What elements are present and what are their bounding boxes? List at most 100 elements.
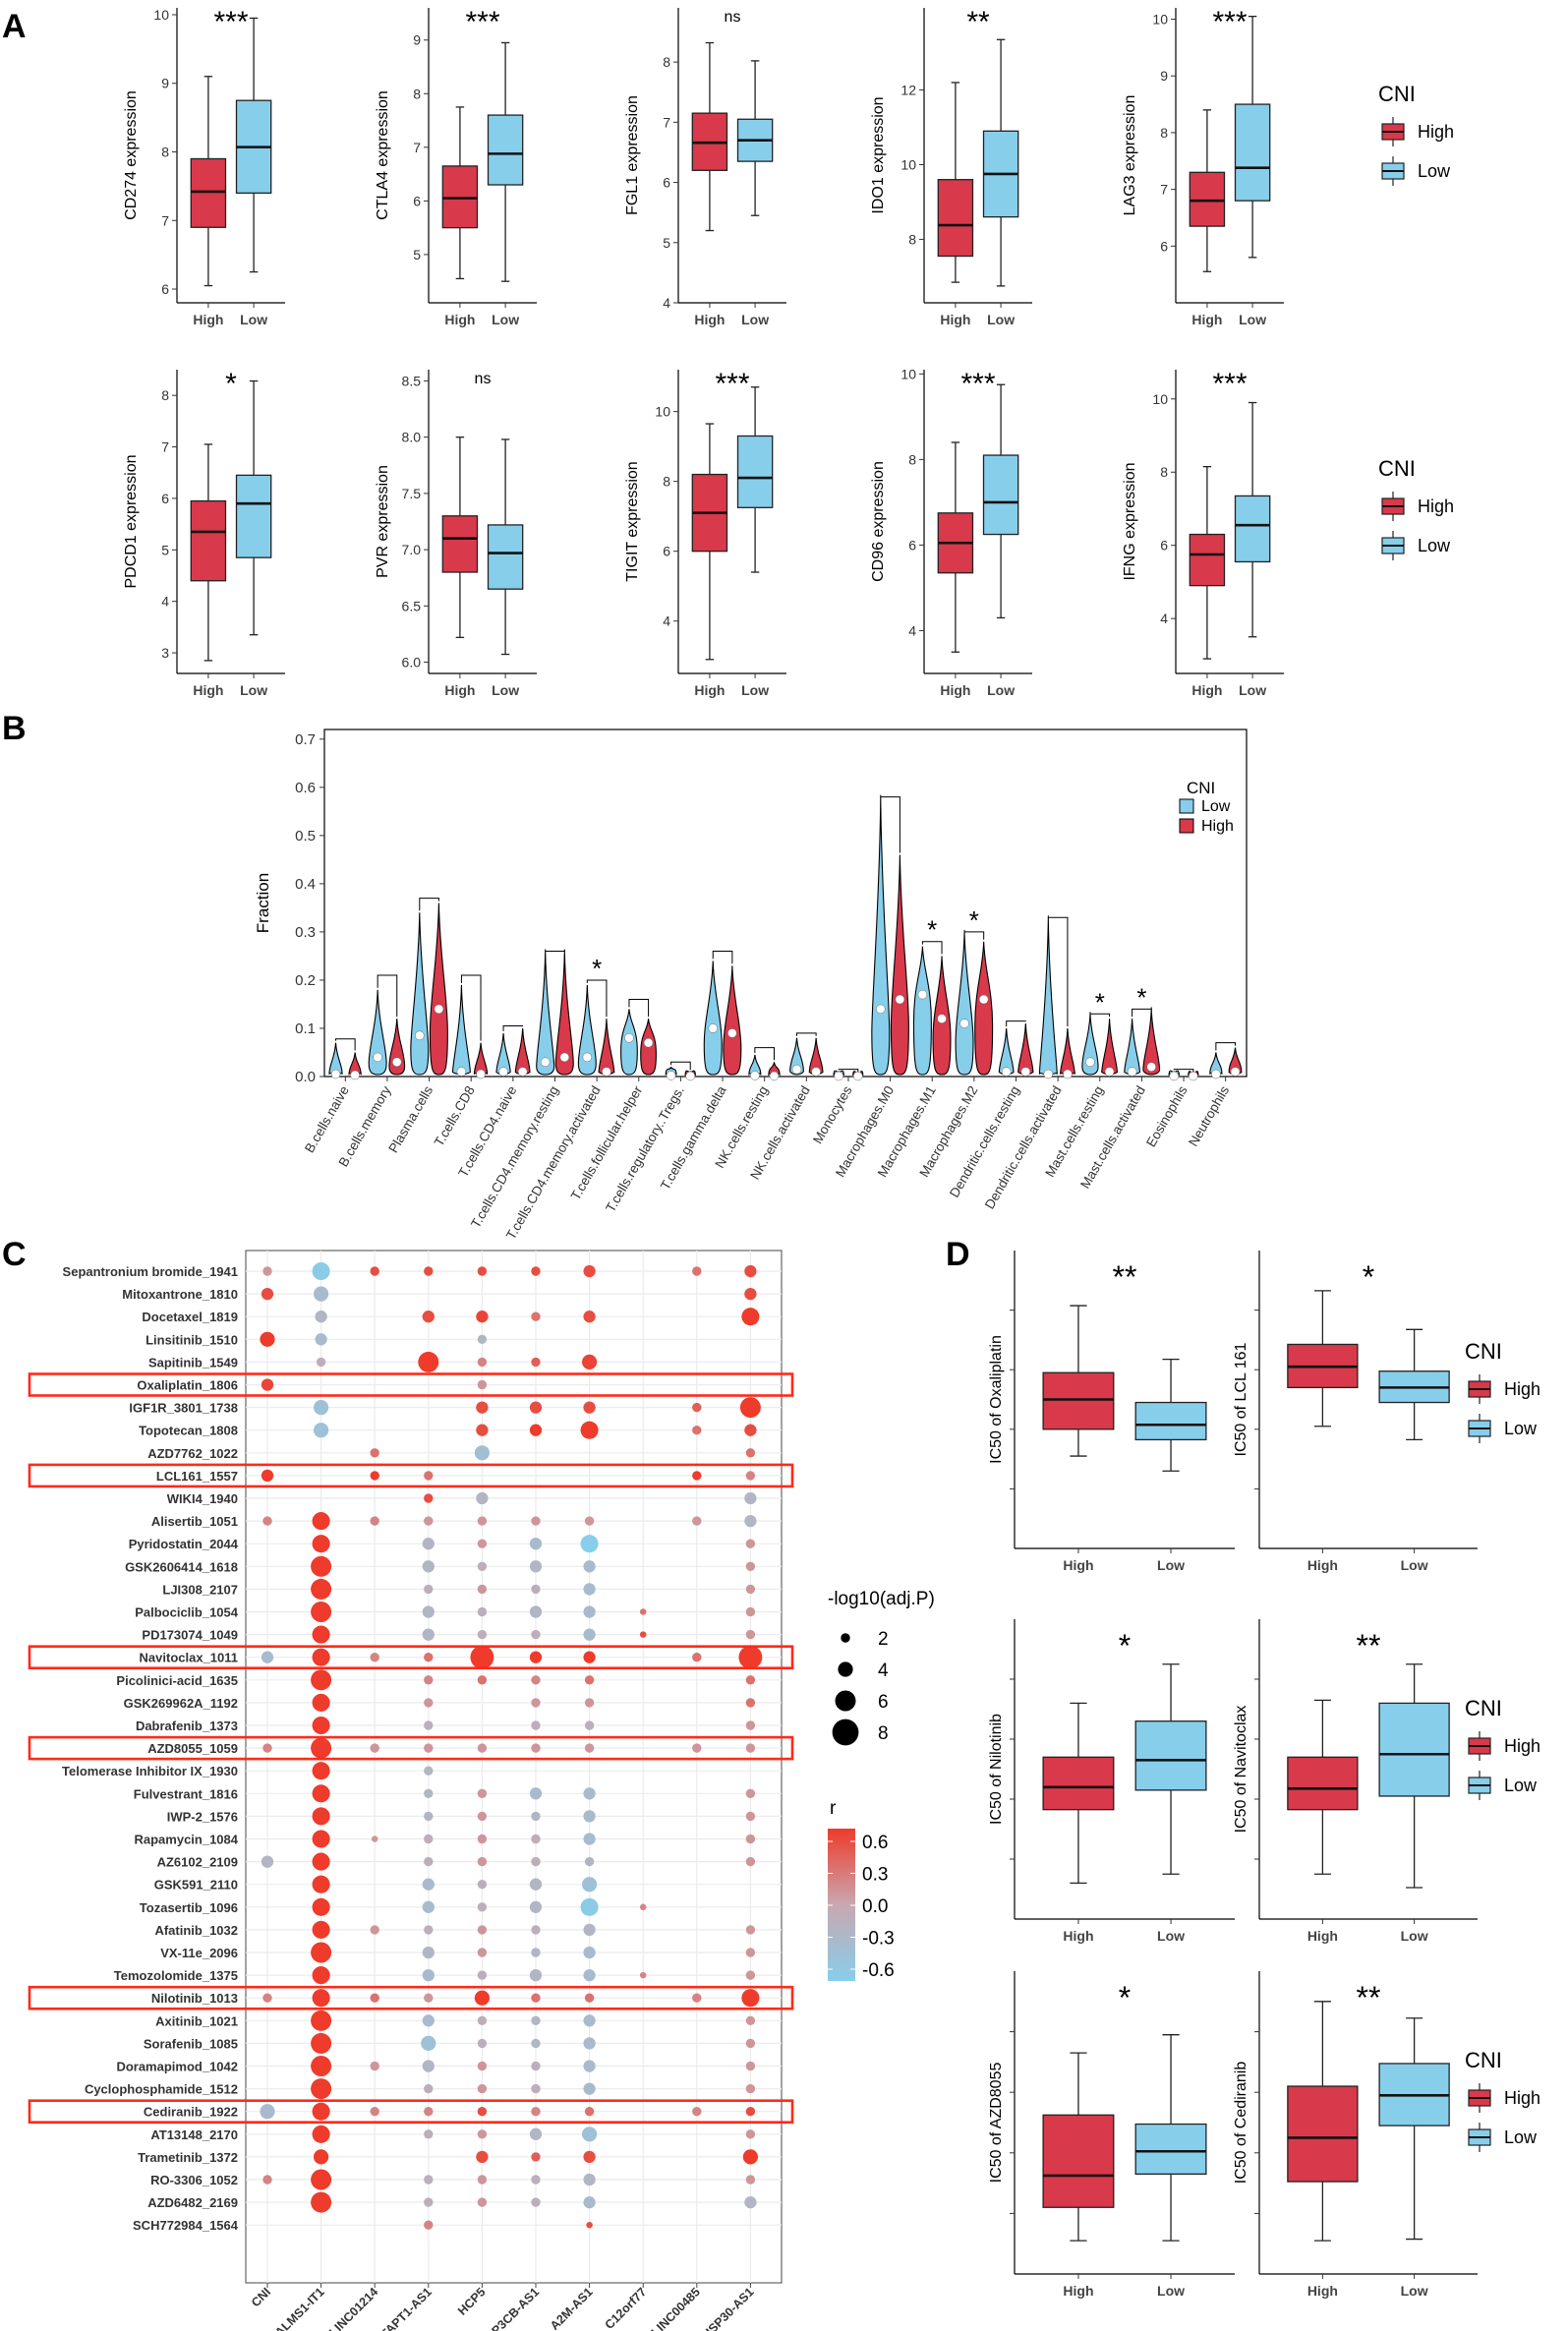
panel-a-bottom-legend-label-high: High (1418, 496, 1454, 516)
panel-c-row-ro-3306-1052-dot (311, 2169, 332, 2190)
panel-c-color-tick-label: 0.3 (862, 1865, 888, 1886)
panel-c-row-palbociclib-1054-dot (529, 1605, 543, 1618)
panel-c-row-tozasertib-1096-dot (529, 1900, 543, 1913)
panel-b-macrophages-m2-high-median-dot (978, 994, 989, 1005)
panel-a-ctla4-y-label: CTLA4 expression (375, 90, 391, 220)
panel-d-legend-2-legend-title: CNI (1465, 1696, 1502, 1720)
panel-c-row-ro-3306-1052-dot (262, 2175, 272, 2185)
panel-c-row-trametinib-1372-dot (583, 2150, 596, 2164)
panel-c-row-azd6482-2169-dot (424, 2197, 434, 2207)
panel-c-row-axitinib-1021-dot (477, 2015, 488, 2025)
panel-a-ifng-y-tick-label: 4 (1160, 611, 1168, 626)
panel-c-row-nilotinib-1013-dot (741, 1989, 760, 2008)
panel-a-plot-cd96: 4 6 8 10 CD96 expression *** High Low (870, 366, 1032, 698)
panel-c-row-gsk269962a-1192-dot (424, 1698, 434, 1708)
panel-b-t-cells-cd4-memory-activated-low-violin (577, 984, 597, 1076)
panel-a-cd96-significance: *** (960, 368, 995, 400)
panel-c-row-navitoclax-1011-dot (738, 1645, 763, 1669)
panel-c-row-lcl161-1557-highlight-box (28, 1463, 794, 1488)
panel-c-color-tick-label: -0.3 (862, 1929, 895, 1950)
panel-a-cd96-y-tick-label: 8 (908, 451, 916, 467)
panel-b-macrophages-m1-comparison-bracket (921, 941, 943, 955)
panel-letter-c: C (2, 1236, 27, 1273)
panel-c-row-temozolomide-1375-dot (529, 1968, 543, 1982)
panel-d-lcl-161-x-tick-label: High (1307, 1557, 1338, 1573)
panel-c-row-sepantronium-bromide-1941-dot (370, 1266, 379, 1276)
panel-c-row-ro-3306-1052-dot (583, 2173, 596, 2186)
panel-c-row-alisertib-1051-dot (744, 1514, 757, 1528)
panel-a-cd274-box-high (190, 157, 227, 228)
panel-c-row-at13148-2170-dot (582, 2127, 598, 2142)
panel-c-row-dabrafenib-1373-dot (531, 1720, 541, 1730)
panel-c-row-fulvestrant-1816-dot (424, 1788, 434, 1799)
panel-a-ido1-y-label: IDO1 expression (870, 96, 887, 213)
panel-d-oxaliplatin-box-low (1134, 1401, 1207, 1441)
panel-c-row-docetaxel-1819-dot (315, 1311, 327, 1323)
panel-c-row-docetaxel-1819-dot (422, 1311, 435, 1323)
panel-a-ido1-significance: ** (966, 6, 990, 38)
panel-c-size-legend-label: 8 (878, 1723, 889, 1744)
panel-b-y-label: Fraction (254, 873, 272, 933)
panel-c-row-iwp-2-1576-dot (583, 1810, 596, 1823)
panel-c-row-topotecan-1808-dot (529, 1424, 543, 1436)
panel-c-row-igf1r-3801-1738-dot (583, 1401, 596, 1414)
panel-c-row-cediranib-1922-dot (584, 2107, 595, 2117)
panel-b-macrophages-m0-low-median-dot (876, 1004, 886, 1015)
panel-c-row-fulvestrant-1816-dot (583, 1787, 596, 1800)
panel-b-nk-cells-resting-comparison-bracket (754, 1047, 775, 1061)
panel-c-row-cyclophosphamide-1512-dot (583, 2082, 596, 2095)
panel-b-monocytes-high-median-dot (853, 1071, 863, 1081)
panel-c-row-pyridostatin-2044-dot (580, 1535, 599, 1553)
panel-c-row-topotecan-1808-dot (580, 1421, 599, 1439)
panel-c-row-cyclophosphamide-1512-dot (745, 2083, 756, 2094)
panel-b-mast-cells-activated-significance: * (1136, 982, 1146, 1012)
panel-b-legend-label-low: Low (1201, 798, 1231, 815)
panel-c-row-nilotinib-1013-dot (474, 1990, 490, 2006)
panel-a-pdcd1-y-tick-label: 8 (161, 387, 169, 403)
panel-c-row-azd8055-1059-dot (531, 1743, 541, 1753)
panel-c-row-iwp-2-1576-dot (312, 1807, 330, 1826)
panel-c-row-axitinib-1021-dot (583, 2014, 596, 2027)
panel-c-row-at13148-2170-label: AT13148_2170 (150, 2127, 238, 2142)
panel-a-tigit-box-low (736, 435, 774, 508)
panel-b-legend-key-high (1179, 818, 1194, 834)
panel-c-row-topotecan-1808-dot (692, 1426, 702, 1435)
panel-c-row-tozasertib-1096-dot (422, 1900, 435, 1913)
panel-a-cd274-x-tick-label: Low (240, 312, 267, 327)
panel-c-row-vx-11e-2096-dot (745, 1948, 756, 1957)
panel-a-pdcd1-significance: * (225, 368, 237, 400)
panel-c-row-alisertib-1051-dot (584, 1516, 595, 1526)
panel-c-row-sapitinib-1549-dot (316, 1357, 326, 1368)
panel-a-ifng-y-tick-label: 6 (1160, 538, 1168, 554)
panel-c-row-topotecan-1808-dot (744, 1424, 757, 1436)
panel-b-t-cells-gamma-delta-low-median-dot (708, 1023, 718, 1033)
panel-c-row-oxaliplatin-1806-highlight-box (28, 1372, 794, 1397)
panel-c-row-gsk2606414-1618-label: GSK2606414_1618 (125, 1559, 238, 1574)
panel-b-mast-cells-resting-significance: * (1095, 987, 1105, 1017)
panel-c-row-azd8055-1059-highlight-box (28, 1735, 794, 1761)
panel-c-row-sorafenib-1085-dot (745, 2038, 756, 2049)
panel-b-legend-key-low (1179, 798, 1194, 814)
panel-c-row-navitoclax-1011-dot (370, 1653, 379, 1662)
panel-b-eosinophils-low-median-dot (1169, 1071, 1179, 1081)
panel-c-row-sch772984-1564-label: SCH772984_1564 (133, 2218, 239, 2233)
panel-b-t-cells-cd4-memory-resting-low-violin (536, 951, 555, 1076)
panel-a-pvr-y-tick-label: 8.0 (402, 430, 422, 445)
panel-b-macrophages-m1-significance: * (927, 915, 937, 945)
panel-a-lag3-box-low (1234, 103, 1271, 202)
panel-a-fgl1-y-tick-label: 6 (663, 175, 670, 191)
panel-d-nilotinib-y-label: IC50 of Nilotinib (988, 1714, 1005, 1825)
panel-c-row-rapamycin-1084-dot (371, 1836, 378, 1842)
panel-c-row-temozolomide-1375-label: Temozolomide_1375 (114, 1968, 238, 1983)
panel-a-pvr-box-high (441, 515, 479, 573)
panel-a-lag3-y-tick-label: 8 (1160, 125, 1168, 141)
panel-a-lag3-y-tick-label: 10 (1152, 12, 1168, 28)
panel-a-ifng-y-tick-label: 8 (1160, 464, 1168, 480)
panel-b-t-cells-cd8-high-median-dot (476, 1069, 486, 1079)
panel-c-row-docetaxel-1819-dot (741, 1308, 760, 1326)
panel-c-row-vx-11e-2096-dot (422, 1946, 435, 1959)
panel-c-row-pd173074-1049-dot (422, 1628, 435, 1641)
panel-c-row-iwp-2-1576-dot (531, 1811, 541, 1822)
panel-a-cd274-y-tick-label: 10 (153, 7, 169, 23)
